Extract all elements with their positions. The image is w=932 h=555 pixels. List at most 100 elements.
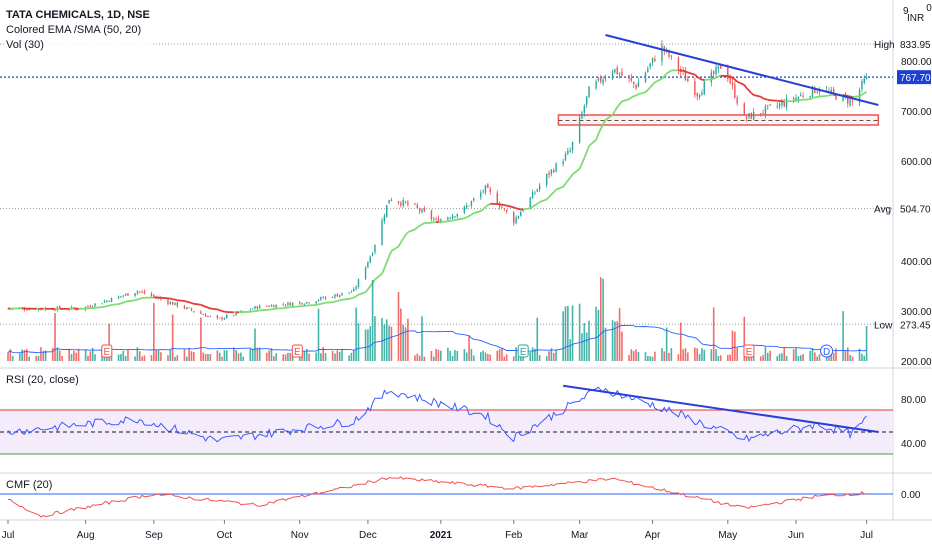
candle-body[interactable] — [598, 78, 599, 81]
candle-body[interactable] — [351, 292, 352, 293]
candle-body[interactable] — [257, 306, 258, 308]
candle-body[interactable] — [619, 73, 620, 74]
candle-body[interactable] — [847, 98, 848, 103]
candle-body[interactable] — [784, 102, 785, 106]
candle-body[interactable] — [852, 101, 853, 102]
candle-body[interactable] — [325, 297, 326, 298]
candle-body[interactable] — [769, 104, 770, 105]
candle-body[interactable] — [760, 113, 761, 114]
candle-body[interactable] — [94, 303, 95, 306]
candle-body[interactable] — [315, 301, 316, 303]
candle-body[interactable] — [661, 45, 662, 62]
candle-body[interactable] — [588, 87, 589, 98]
candle-body[interactable] — [654, 59, 655, 61]
candle-body[interactable] — [348, 292, 349, 293]
candle-body[interactable] — [471, 201, 472, 205]
candle-body[interactable] — [504, 208, 505, 209]
candle-body[interactable] — [800, 95, 801, 96]
candle-body[interactable] — [118, 296, 119, 298]
candle-body[interactable] — [137, 291, 138, 293]
candle-body[interactable] — [304, 304, 305, 305]
candle-body[interactable] — [497, 193, 498, 205]
candle-body[interactable] — [685, 71, 686, 80]
candle-body[interactable] — [727, 68, 728, 79]
candle-body[interactable] — [751, 113, 752, 119]
candle-body[interactable] — [633, 82, 634, 84]
candle-body[interactable] — [127, 293, 128, 296]
candle-body[interactable] — [729, 77, 730, 83]
candle-body[interactable] — [125, 294, 126, 296]
candle-body[interactable] — [718, 66, 719, 69]
candle-body[interactable] — [200, 312, 201, 314]
candle-body[interactable] — [715, 67, 716, 74]
candle-body[interactable] — [513, 212, 514, 223]
candle-body[interactable] — [746, 117, 747, 118]
candle-body[interactable] — [191, 308, 192, 310]
candle-body[interactable] — [635, 85, 636, 89]
candle-body[interactable] — [678, 57, 679, 70]
candle-body[interactable] — [402, 200, 403, 206]
candle-body[interactable] — [271, 305, 272, 306]
candle-body[interactable] — [753, 112, 754, 120]
candle-body[interactable] — [579, 117, 580, 142]
candle-body[interactable] — [614, 69, 615, 72]
candle-body[interactable] — [111, 298, 112, 302]
candle-body[interactable] — [417, 205, 418, 208]
candle-body[interactable] — [101, 303, 102, 304]
candle-body[interactable] — [534, 193, 535, 194]
candle-body[interactable] — [405, 201, 406, 202]
candle-body[interactable] — [473, 198, 474, 200]
candle-body[interactable] — [384, 216, 385, 222]
candle-body[interactable] — [539, 186, 540, 190]
candle-body[interactable] — [108, 301, 109, 302]
candle-body[interactable] — [433, 219, 434, 220]
candle-body[interactable] — [652, 58, 653, 63]
candle-body[interactable] — [151, 293, 152, 296]
candle-body[interactable] — [631, 78, 632, 81]
candle-body[interactable] — [273, 305, 274, 307]
cmf-indicator-label[interactable]: CMF (20) — [6, 478, 52, 493]
candle-body[interactable] — [259, 306, 260, 309]
candle-body[interactable] — [386, 205, 387, 217]
candle-body[interactable] — [339, 295, 340, 297]
candle-body[interactable] — [586, 96, 587, 104]
candle-body[interactable] — [388, 200, 389, 204]
candle-body[interactable] — [332, 297, 333, 298]
candle-body[interactable] — [612, 71, 613, 79]
candle-body[interactable] — [419, 209, 420, 212]
candle-body[interactable] — [515, 217, 516, 223]
candle-body[interactable] — [600, 77, 601, 81]
candle-body[interactable] — [581, 112, 582, 118]
candle-body[interactable] — [153, 295, 154, 296]
candle-body[interactable] — [26, 310, 27, 311]
candle-body[interactable] — [275, 305, 276, 308]
candle-body[interactable] — [532, 192, 533, 198]
candle-body[interactable] — [355, 287, 356, 289]
candle-body[interactable] — [224, 318, 225, 319]
candle-body[interactable] — [711, 73, 712, 83]
candle-body[interactable] — [457, 214, 458, 216]
candle-body[interactable] — [638, 82, 639, 87]
candle-body[interactable] — [226, 315, 227, 318]
candle-body[interactable] — [645, 73, 646, 83]
candle-body[interactable] — [320, 297, 321, 300]
candle-body[interactable] — [671, 56, 672, 57]
candle-body[interactable] — [367, 262, 368, 268]
candle-body[interactable] — [628, 75, 629, 79]
candle-body[interactable] — [464, 207, 465, 213]
candle-body[interactable] — [290, 303, 291, 306]
candle-body[interactable] — [809, 96, 810, 97]
candle-body[interactable] — [424, 208, 425, 211]
candle-body[interactable] — [299, 302, 300, 303]
candle-body[interactable] — [485, 185, 486, 193]
candle-body[interactable] — [802, 96, 803, 97]
candle-body[interactable] — [468, 206, 469, 207]
candle-body[interactable] — [605, 78, 606, 80]
candle-body[interactable] — [207, 316, 208, 317]
candle-body[interactable] — [506, 210, 507, 212]
price-trendline[interactable] — [605, 35, 878, 105]
candle-body[interactable] — [565, 154, 566, 161]
